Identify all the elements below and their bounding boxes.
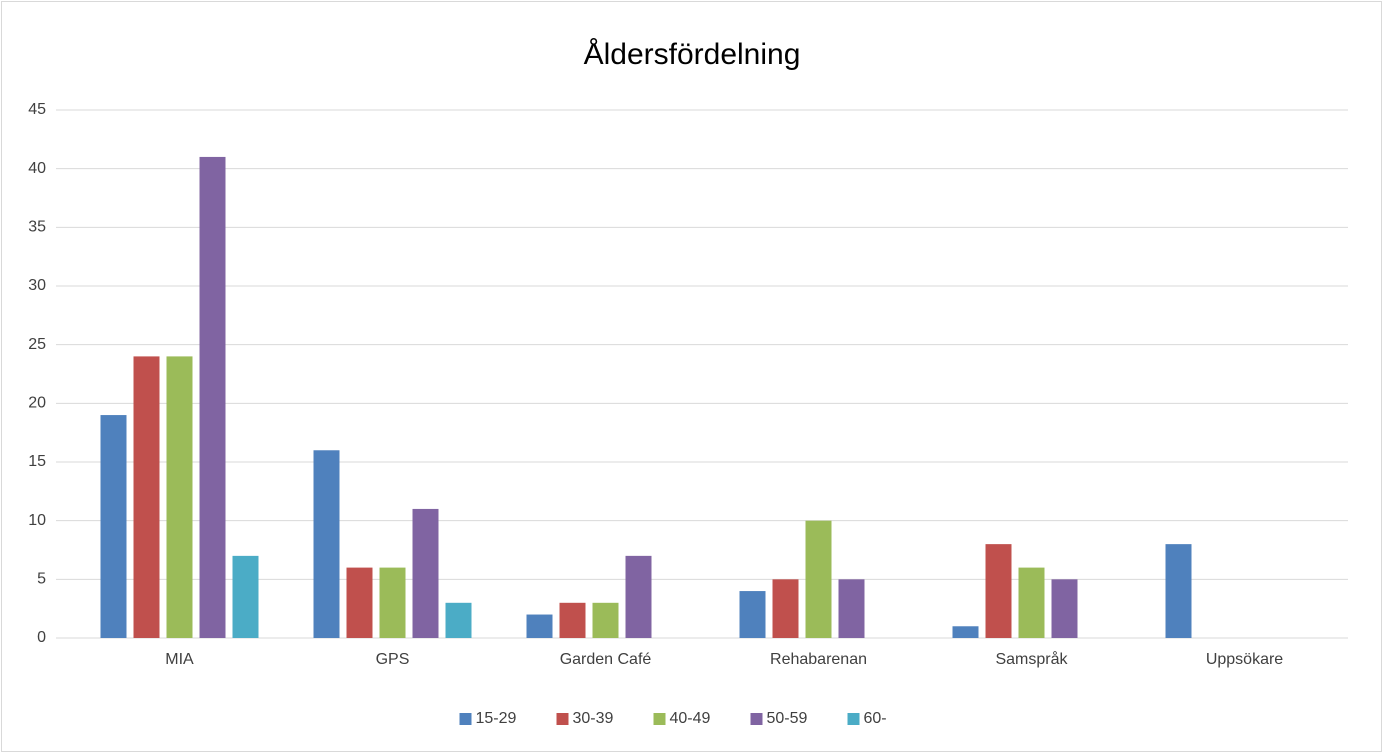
- bar: [379, 567, 406, 638]
- bar: [232, 555, 259, 638]
- legend-swatch: [556, 713, 569, 725]
- legend-swatch: [653, 713, 666, 725]
- bar: [100, 415, 127, 638]
- bar: [526, 614, 553, 638]
- y-tick-label: 20: [28, 395, 46, 412]
- x-tick-label: Samspråk: [995, 650, 1068, 668]
- x-tick-label: Uppsökare: [1206, 651, 1283, 668]
- bar: [1018, 567, 1045, 638]
- bar: [313, 450, 340, 638]
- bar: [1165, 544, 1192, 638]
- bar: [559, 602, 586, 638]
- bar: [625, 555, 652, 638]
- x-tick-label: MIA: [165, 651, 194, 668]
- x-tick-label: GPS: [376, 651, 410, 668]
- bar: [412, 508, 439, 638]
- y-tick-label: 10: [28, 512, 46, 529]
- y-tick-label: 30: [28, 277, 46, 294]
- x-tick-label: Rehabarenan: [770, 651, 867, 668]
- y-tick-label: 25: [28, 336, 46, 353]
- bar: [772, 579, 799, 638]
- bar: [166, 356, 193, 638]
- y-tick-label: 5: [37, 571, 46, 588]
- legend-swatch: [847, 713, 860, 725]
- x-tick-label: Garden Café: [560, 651, 652, 668]
- bar: [952, 626, 979, 638]
- y-tick-label: 45: [28, 101, 46, 118]
- legend-label: 60-: [864, 710, 887, 727]
- legend-swatch: [750, 713, 763, 725]
- bar: [985, 544, 1012, 638]
- legend-label: 30-39: [573, 710, 614, 727]
- bar: [592, 602, 619, 638]
- y-tick-label: 0: [37, 629, 46, 646]
- bar: [346, 567, 373, 638]
- legend-label: 15-29: [476, 710, 517, 727]
- bar: [133, 356, 160, 638]
- bar: [199, 156, 226, 638]
- bar: [805, 520, 832, 638]
- legend-label: 40-49: [670, 710, 711, 727]
- bar: [838, 579, 865, 638]
- bar: [445, 602, 472, 638]
- bar: [739, 591, 766, 638]
- y-tick-label: 15: [28, 453, 46, 470]
- bar: [1051, 579, 1078, 638]
- y-tick-label: 40: [28, 160, 46, 177]
- legend-swatch: [459, 713, 472, 725]
- legend-label: 50-59: [767, 710, 808, 727]
- chart-title: Åldersfördelning: [584, 38, 801, 71]
- y-tick-label: 35: [28, 219, 46, 236]
